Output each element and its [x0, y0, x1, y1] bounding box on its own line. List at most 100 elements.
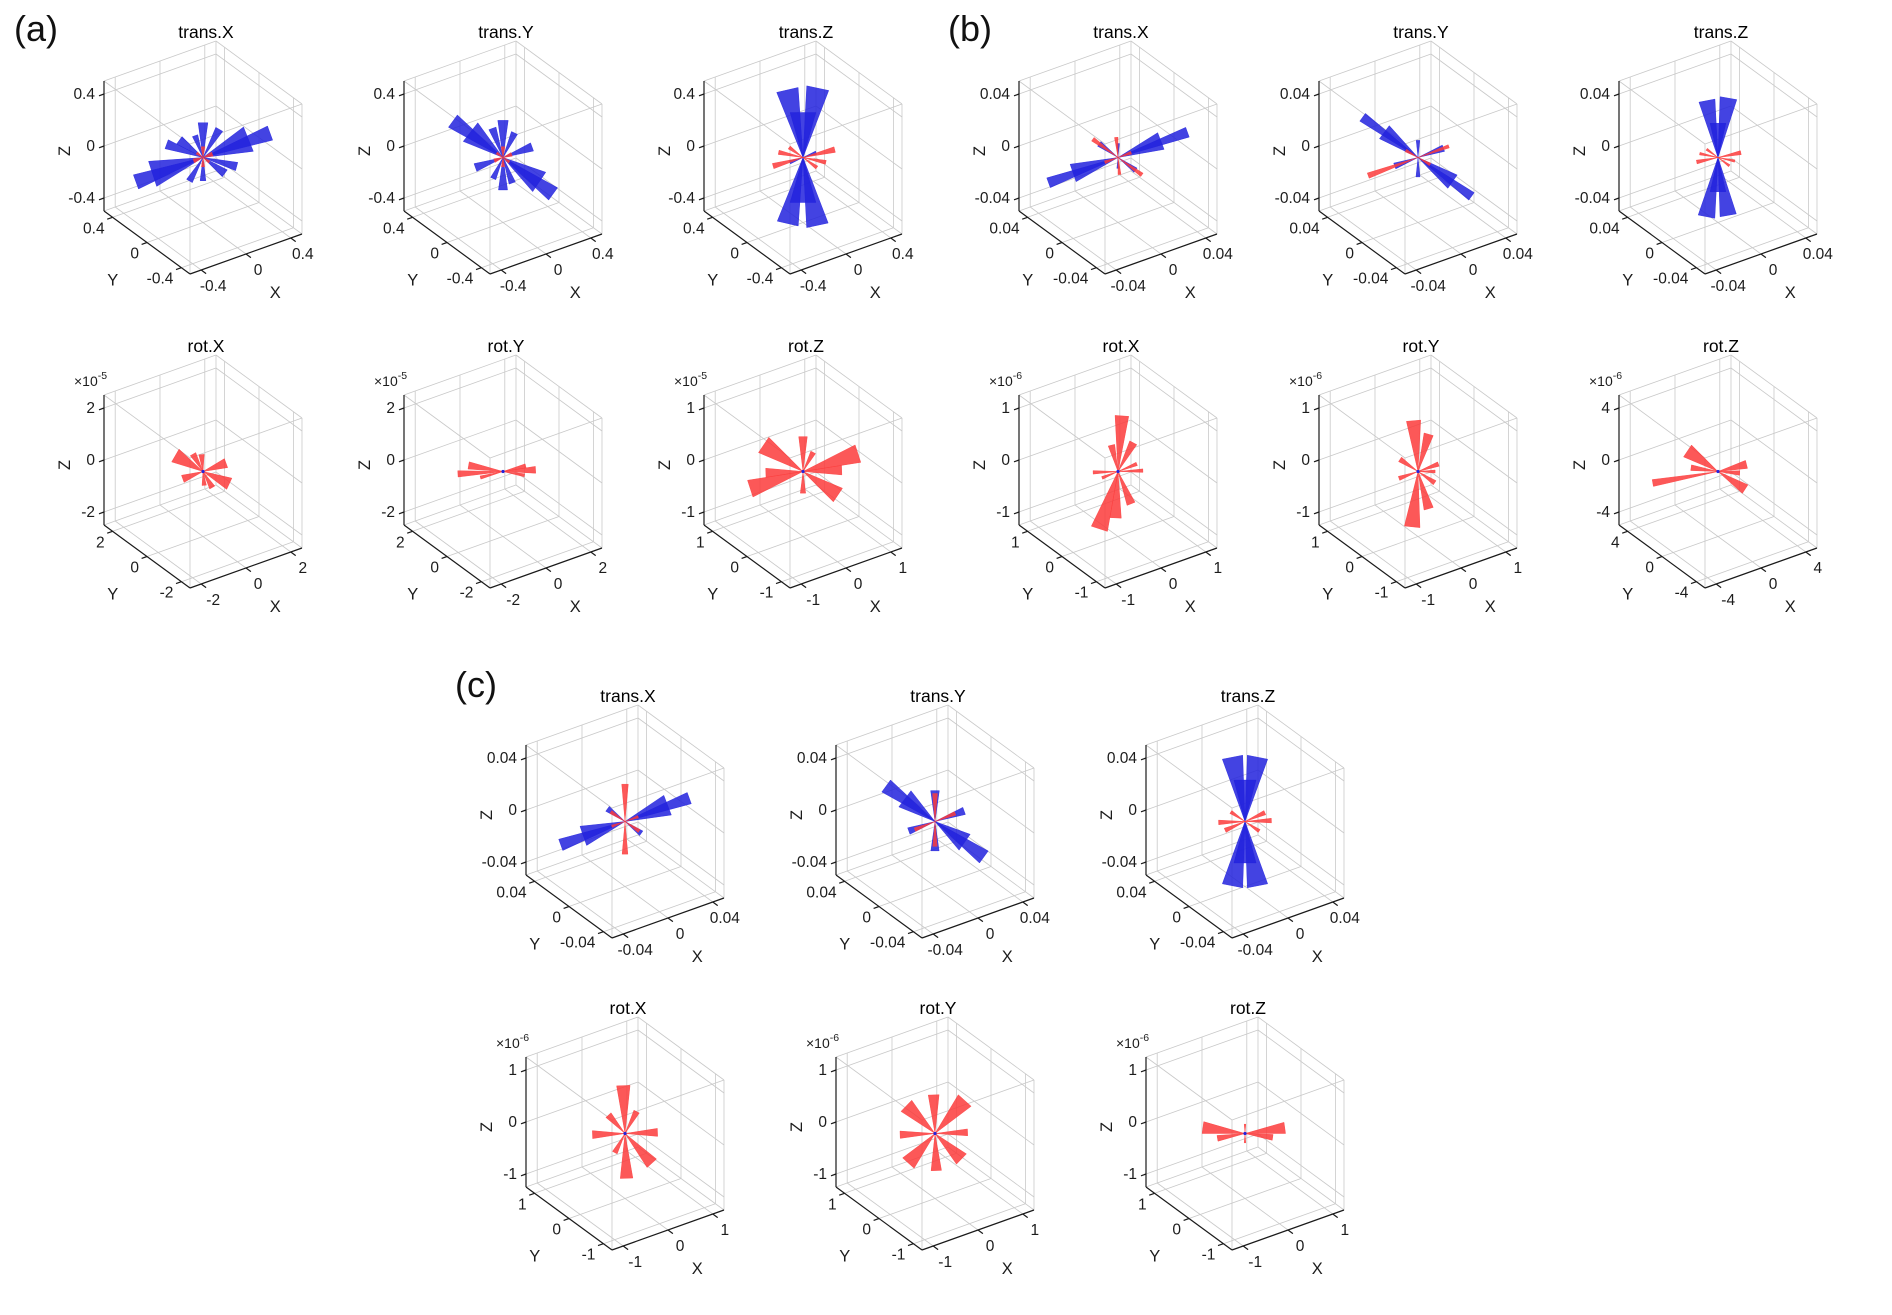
- y-tick-label: -2: [160, 585, 174, 602]
- red-surface: [1696, 147, 1742, 168]
- red-surface: [1651, 444, 1749, 494]
- grid-lines: [103, 40, 303, 274]
- z-tick-label: -0.4: [368, 190, 395, 207]
- blue-surface: [801, 469, 805, 474]
- y-tick-label: 1: [1011, 534, 1020, 551]
- y-axis-label: Y: [707, 585, 718, 603]
- x-tick-label: 1: [720, 1222, 729, 1239]
- x-tick-label: 0: [986, 926, 995, 943]
- x-tick-label: -0.04: [1238, 942, 1274, 959]
- x-axis-label: X: [570, 598, 581, 616]
- z-tick-label: -0.4: [68, 190, 95, 207]
- x-tick-label: 0.04: [1503, 246, 1534, 263]
- grid-lines: [1318, 354, 1518, 588]
- z-tick-label: 0: [508, 802, 517, 819]
- x-tick-label: 1: [1213, 560, 1222, 577]
- tick-labels: 20-220-2 -202: [81, 400, 307, 609]
- axis-lines: [830, 745, 1035, 939]
- z-tick-label: 0: [508, 1114, 517, 1131]
- y-axis-label: Y: [1322, 585, 1333, 603]
- y-tick-label: 0.04: [496, 884, 527, 901]
- z-exponent-label: ×10-5: [74, 370, 107, 389]
- x-tick-label: 0: [1169, 576, 1178, 593]
- tick-labels: 10-110-1 -101: [813, 1062, 1039, 1271]
- x-axis-label: X: [1185, 284, 1196, 302]
- z-tick-label: 0: [86, 452, 95, 469]
- y-tick-label: 4: [1611, 534, 1620, 551]
- y-tick-label: -0.04: [560, 935, 596, 952]
- x-axis-label: X: [692, 948, 703, 966]
- z-tick-label: 0: [1601, 138, 1610, 155]
- z-tick-label: 0.4: [373, 86, 395, 103]
- y-tick-label: 1: [696, 534, 705, 551]
- z-tick-label: 0.04: [1580, 86, 1611, 103]
- y-tick-label: -4: [1675, 585, 1689, 602]
- x-tick-label: 0: [1769, 262, 1778, 279]
- z-tick-label: 0.04: [487, 750, 518, 767]
- x-axis-label: X: [270, 284, 281, 302]
- tick-labels: 0.04 0 -0.04 0.04 0 -0.04 -0.04 0 0.04: [482, 750, 741, 959]
- z-tick-label: 4: [1601, 400, 1610, 417]
- y-axis-label: Y: [839, 935, 850, 953]
- x-tick-label: 0.4: [892, 246, 914, 263]
- z-exponent-label: ×10-5: [374, 370, 407, 389]
- x-tick-label: 0.04: [1803, 246, 1834, 263]
- grid-lines: [525, 704, 725, 938]
- y-tick-label: 0: [430, 246, 439, 263]
- blue-surface: [1716, 469, 1720, 474]
- axis-lines: [698, 81, 903, 275]
- x-tick-label: 0: [676, 926, 685, 943]
- z-tick-label: 0: [86, 138, 95, 155]
- plot-title: trans.Z: [779, 22, 834, 42]
- z-axis-label: Z: [971, 460, 989, 470]
- axis-lines: [98, 395, 303, 589]
- y-tick-label: 0: [1345, 560, 1354, 577]
- x-tick-label: 1: [1030, 1222, 1039, 1239]
- z-tick-label: 0: [386, 452, 395, 469]
- tick-labels: 0.04 0 -0.04 0.04 0 -0.04 -0.04 0 0.04: [1275, 86, 1534, 295]
- plot-title: rot.Y: [488, 336, 525, 356]
- z-tick-label: 1: [508, 1062, 517, 1079]
- blue-surface: [1359, 113, 1475, 201]
- x-tick-label: 4: [1813, 560, 1822, 577]
- plot-title: trans.Z: [1221, 686, 1276, 706]
- blue-surface: [933, 1131, 937, 1136]
- x-tick-label: -2: [206, 592, 220, 609]
- panel-a-label: (a): [14, 8, 58, 49]
- y-axis-label: Y: [1022, 585, 1033, 603]
- y-tick-label: -0.4: [147, 271, 174, 288]
- red-surface: [1201, 1121, 1286, 1144]
- y-tick-label: -1: [1075, 585, 1089, 602]
- red-surface: [747, 436, 862, 503]
- tick-labels: 0.4 0 -0.4 0.4 0 -0.4 -0.4 0 0.4: [668, 86, 914, 295]
- blue-surface: [1222, 754, 1268, 889]
- x-axis-label: X: [1312, 1260, 1323, 1278]
- plot-title: rot.Z: [788, 336, 824, 356]
- z-tick-label: -1: [813, 1166, 827, 1183]
- axis-lines: [98, 81, 303, 275]
- z-tick-label: -0.04: [1102, 854, 1138, 871]
- tick-labels: 0.4 0 -0.4 0.4 0 -0.4 -0.4 0 0.4: [368, 86, 614, 295]
- x-axis-label: X: [692, 1260, 703, 1278]
- red-surface: [772, 145, 836, 170]
- x-tick-label: -0.04: [1411, 278, 1447, 295]
- y-tick-label: -0.4: [447, 271, 474, 288]
- x-tick-label: 1: [898, 560, 907, 577]
- blue-surface: [1243, 1131, 1247, 1136]
- tick-labels: 0.04 0 -0.04 0.04 0 -0.04 -0.04 0 0.04: [975, 86, 1234, 295]
- y-tick-label: -1: [760, 585, 774, 602]
- z-tick-label: 1: [1128, 1062, 1137, 1079]
